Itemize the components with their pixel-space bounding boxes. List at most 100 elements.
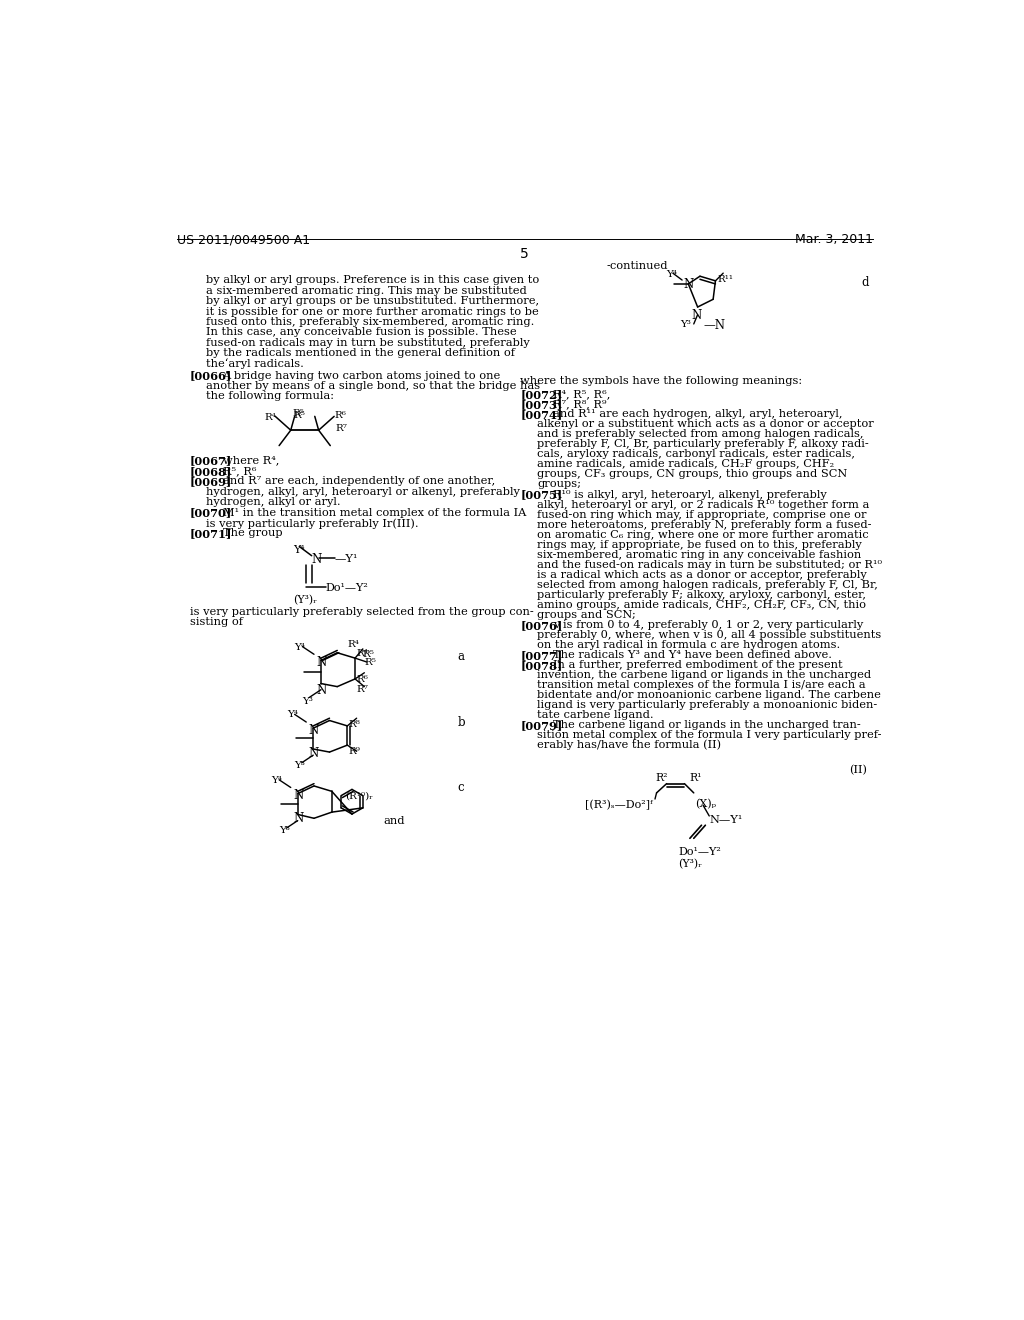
Text: [0076]: [0076] (520, 619, 562, 631)
Text: -continued: -continued (606, 261, 668, 271)
Text: invention, the carbene ligand or ligands in the uncharged: invention, the carbene ligand or ligands… (538, 669, 871, 680)
Text: [0077]: [0077] (520, 649, 562, 661)
Text: N: N (293, 789, 303, 803)
Text: The group: The group (222, 528, 283, 539)
Text: hydrogen, alkyl or aryl.: hydrogen, alkyl or aryl. (206, 498, 340, 507)
Text: is very particularly preferably Ir(III).: is very particularly preferably Ir(III). (206, 517, 418, 528)
Text: by the radicals mentioned in the general definition of: by the radicals mentioned in the general… (206, 348, 514, 358)
Text: Y³: Y³ (280, 826, 290, 836)
Text: alkyl, heteroaryl or aryl, or 2 radicals R¹⁰ together form a: alkyl, heteroaryl or aryl, or 2 radicals… (538, 499, 869, 510)
Text: [0067]: [0067] (190, 455, 232, 467)
Text: [0078]: [0078] (520, 660, 562, 671)
Text: Y³: Y³ (302, 697, 313, 706)
Text: A bridge having two carbon atoms joined to one: A bridge having two carbon atoms joined … (222, 371, 501, 380)
Text: N: N (293, 812, 303, 825)
Text: US 2011/0049500 A1: US 2011/0049500 A1 (177, 234, 310, 246)
Text: The carbene ligand or ligands in the uncharged tran-: The carbene ligand or ligands in the unc… (553, 719, 860, 730)
Text: In a further, preferred embodiment of the present: In a further, preferred embodiment of th… (553, 660, 843, 669)
Text: fused-on ring which may, if appropriate, comprise one or: fused-on ring which may, if appropriate,… (538, 510, 866, 520)
Text: In this case, any conceivable fusion is possible. These: In this case, any conceivable fusion is … (206, 327, 516, 338)
Text: R⁷: R⁷ (356, 685, 369, 694)
Text: the following formula:: the following formula: (206, 391, 334, 401)
Text: R⁶: R⁶ (334, 411, 346, 420)
Text: R¹¹: R¹¹ (717, 275, 733, 284)
Text: N: N (308, 747, 318, 760)
Text: fused onto this, preferably six-membered, aromatic ring.: fused onto this, preferably six-membered… (206, 317, 534, 327)
Text: (X)ₚ: (X)ₚ (695, 799, 717, 809)
Text: Y⁴: Y⁴ (293, 545, 304, 554)
Text: R⁵, R⁶: R⁵, R⁶ (222, 466, 256, 477)
Text: bidentate and/or monoanionic carbene ligand. The carbene: bidentate and/or monoanionic carbene lig… (538, 689, 881, 700)
Text: Y⁴: Y⁴ (667, 271, 678, 279)
Text: Mar. 3, 2011: Mar. 3, 2011 (795, 234, 872, 246)
Text: hydrogen, alkyl, aryl, heteroaryl or alkenyl, preferably: hydrogen, alkyl, aryl, heteroaryl or alk… (206, 487, 519, 496)
Text: alkenyl or a substituent which acts as a donor or acceptor: alkenyl or a substituent which acts as a… (538, 420, 873, 429)
Text: groups;: groups; (538, 479, 582, 490)
Text: by alkyl or aryl groups or be unsubstituted. Furthermore,: by alkyl or aryl groups or be unsubstitu… (206, 296, 539, 306)
Text: another by means of a single bond, so that the bridge has: another by means of a single bond, so th… (206, 381, 540, 391)
Text: N: N (316, 684, 327, 697)
Text: —Y¹: —Y¹ (335, 554, 358, 564)
Text: Y⁴: Y⁴ (287, 710, 298, 719)
Text: where R⁴,: where R⁴, (222, 455, 279, 466)
Text: transition metal complexes of the formula I is/are each a: transition metal complexes of the formul… (538, 680, 866, 689)
Text: R⁸: R⁸ (349, 719, 360, 729)
Text: amino groups, amide radicals, CHF₂, CH₂F, CF₃, CN, thio: amino groups, amide radicals, CHF₂, CH₂F… (538, 599, 866, 610)
Text: (R¹⁰)ᵣ: (R¹⁰)ᵣ (345, 792, 373, 800)
Text: R⁴: R⁴ (347, 640, 359, 649)
Text: [0066]: [0066] (190, 371, 232, 381)
Text: (Y³)ᵣ: (Y³)ᵣ (678, 859, 702, 870)
Text: rings may, if appropriate, be fused on to this, preferably: rings may, if appropriate, be fused on t… (538, 540, 862, 549)
Text: it is possible for one or more further aromatic rings to be: it is possible for one or more further a… (206, 306, 539, 317)
Text: The radicals Y³ and Y⁴ have been defined above.: The radicals Y³ and Y⁴ have been defined… (553, 649, 831, 660)
Text: (Y³)ᵣ: (Y³)ᵣ (293, 595, 317, 606)
Text: sition metal complex of the formula I very particularly pref-: sition metal complex of the formula I ve… (538, 730, 882, 739)
Text: and R¹¹ are each hydrogen, alkyl, aryl, heteroaryl,: and R¹¹ are each hydrogen, alkyl, aryl, … (553, 409, 842, 420)
Text: and is preferably selected from among halogen radicals,: and is preferably selected from among ha… (538, 429, 863, 440)
Text: R⁵: R⁵ (362, 651, 375, 660)
Text: Y³: Y³ (295, 760, 305, 770)
Text: on the aryl radical in formula c are hydrogen atoms.: on the aryl radical in formula c are hyd… (538, 640, 841, 649)
Text: fused-on radicals may in turn be substituted, preferably: fused-on radicals may in turn be substit… (206, 338, 529, 347)
Text: [0071]: [0071] (190, 528, 232, 540)
Text: —N: —N (703, 318, 726, 331)
Text: R⁹: R⁹ (349, 747, 360, 756)
Text: N: N (691, 309, 701, 322)
Text: [0073]: [0073] (520, 400, 562, 411)
Text: preferably F, Cl, Br, particularly preferably F, alkoxy radi-: preferably F, Cl, Br, particularly prefe… (538, 440, 869, 449)
Text: [0070]: [0070] (190, 508, 232, 519)
Text: [0068]: [0068] (190, 466, 232, 477)
Text: tate carbene ligand.: tate carbene ligand. (538, 710, 654, 719)
Text: N: N (311, 553, 322, 566)
Text: Do¹—Y²: Do¹—Y² (678, 847, 721, 857)
Text: [0079]: [0079] (520, 719, 562, 731)
Text: R⁴: R⁴ (264, 412, 276, 421)
Text: Y⁴: Y⁴ (295, 643, 305, 652)
Text: and: and (384, 816, 406, 826)
Text: 5: 5 (520, 247, 529, 261)
Text: is very particularly preferably selected from the group con-: is very particularly preferably selected… (190, 607, 534, 616)
Text: N: N (308, 723, 318, 737)
Text: sisting of: sisting of (190, 616, 243, 627)
Text: R⁴: R⁴ (356, 649, 369, 657)
Text: a six-membered aromatic ring. This may be substituted: a six-membered aromatic ring. This may b… (206, 286, 526, 296)
Text: a: a (458, 651, 464, 664)
Text: and R⁷ are each, independently of one another,: and R⁷ are each, independently of one an… (222, 477, 495, 486)
Text: R²: R² (655, 774, 668, 783)
Text: preferably 0, where, when v is 0, all 4 possible substituents: preferably 0, where, when v is 0, all 4 … (538, 630, 882, 640)
Text: the‘aryl radicals.: the‘aryl radicals. (206, 359, 303, 370)
Text: more heteroatoms, preferably N, preferably form a fused-: more heteroatoms, preferably N, preferab… (538, 520, 871, 529)
Text: Y⁴: Y⁴ (271, 776, 283, 785)
Text: amine radicals, amide radicals, CH₂F groups, CHF₂: amine radicals, amide radicals, CH₂F gro… (538, 459, 835, 470)
Text: b: b (458, 715, 465, 729)
Text: c: c (458, 781, 464, 795)
Text: is a radical which acts as a donor or acceptor, preferably: is a radical which acts as a donor or ac… (538, 570, 867, 579)
Text: [0075]: [0075] (520, 490, 562, 500)
Text: M¹ in the transition metal complex of the formula IA: M¹ in the transition metal complex of th… (222, 508, 526, 517)
Text: Do¹—Y²: Do¹—Y² (326, 583, 369, 594)
Text: R⁵: R⁵ (292, 409, 304, 417)
Text: v is from 0 to 4, preferably 0, 1 or 2, very particularly: v is from 0 to 4, preferably 0, 1 or 2, … (553, 619, 863, 630)
Text: selected from among halogen radicals, preferably F, Cl, Br,: selected from among halogen radicals, pr… (538, 579, 878, 590)
Text: groups and SCN;: groups and SCN; (538, 610, 636, 619)
Text: groups, CF₃ groups, CN groups, thio groups and SCN: groups, CF₃ groups, CN groups, thio grou… (538, 470, 848, 479)
